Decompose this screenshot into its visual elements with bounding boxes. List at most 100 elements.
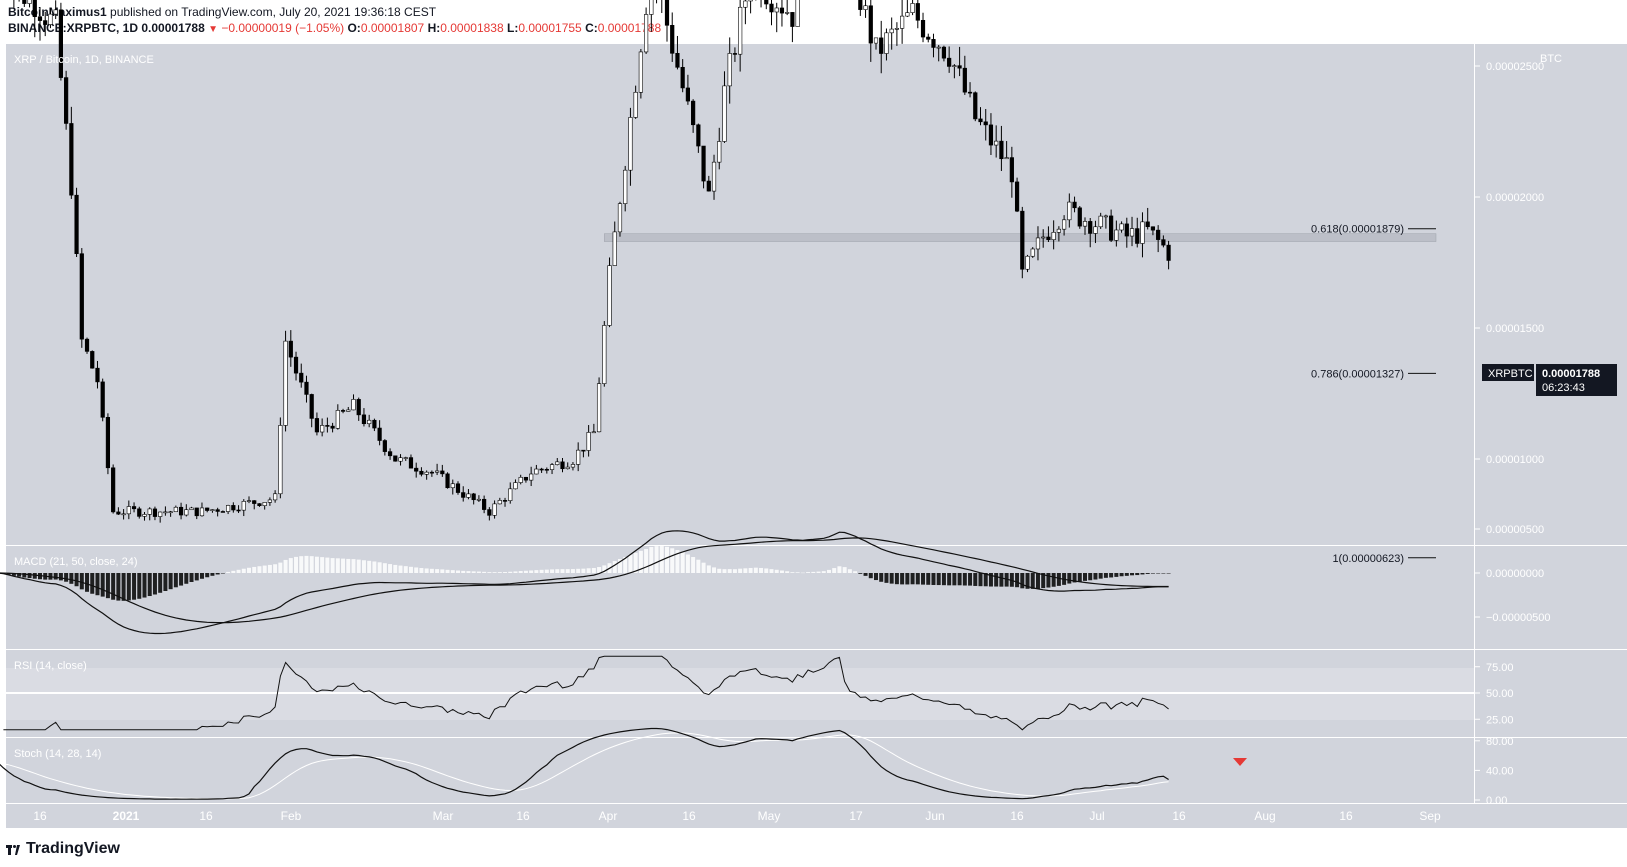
macd-hist-bar: [894, 573, 899, 585]
macd-hist-bar: [53, 573, 58, 580]
candle-body: [570, 464, 576, 468]
candle-body: [670, 25, 675, 54]
candle-body: [461, 492, 466, 498]
candle-body: [105, 417, 111, 469]
candle-body: [795, 0, 800, 27]
macd-hist-bar: [926, 573, 931, 585]
candle-body: [696, 124, 701, 147]
candle-body: [131, 506, 137, 510]
candle-body: [69, 123, 74, 196]
candle-body: [346, 409, 351, 412]
fib-level-label: 0.618(0.00001879): [1311, 224, 1404, 236]
macd-hist-bar: [267, 564, 272, 573]
macd-hist-bar: [957, 573, 962, 586]
macd-hist-bar: [591, 567, 596, 573]
macd-hist-bar: [388, 564, 393, 573]
candle-body: [900, 15, 905, 29]
macd-hist-bar: [612, 561, 617, 573]
candle-body: [1135, 228, 1140, 244]
time-axis-label: 2021: [113, 809, 140, 823]
macd-hist-bar: [173, 573, 178, 588]
macd-hist-bar: [132, 573, 137, 600]
macd-hist-bar: [105, 573, 110, 599]
axis-tick-label: 50.00: [1486, 688, 1514, 700]
time-axis-label: Aug: [1254, 809, 1275, 823]
macd-hist-bar: [377, 562, 382, 573]
fib-retracement[interactable]: 0(0.00003912)0.618(0.00001879)0.786(0.00…: [1311, 0, 1436, 565]
candle-body: [356, 399, 361, 416]
macd-hist-bar: [874, 573, 878, 581]
macd-hist-bar: [1056, 573, 1061, 586]
macd-hist-bar: [341, 558, 346, 573]
candle-body: [440, 470, 445, 475]
candle-body: [565, 466, 570, 470]
candle-body: [220, 511, 225, 513]
macd-hist-bar: [17, 573, 22, 577]
candle-body: [372, 419, 377, 429]
candle-body: [320, 425, 325, 433]
price-badge: 0.00001788: [1542, 368, 1600, 380]
macd-hist-bar: [853, 571, 858, 573]
macd-hist-bar: [497, 572, 502, 573]
macd-hist-bar: [299, 556, 304, 573]
candle-body: [884, 32, 889, 54]
macd-hist-bar: [633, 552, 638, 573]
time-axis[interactable]: 16 2021 16 Feb Mar 16 Apr 16 May 17 Jun 16 Jul 16 Aug 1…: [33, 809, 1441, 823]
macd-hist-bar: [947, 573, 952, 586]
macd-hist-bar: [466, 571, 471, 573]
candle-body: [1119, 223, 1124, 231]
candle-body: [466, 493, 471, 498]
macd-hist-bar: [790, 572, 795, 573]
macd-hist-bar: [320, 557, 325, 573]
candle-body: [387, 451, 393, 457]
candle-body: [617, 203, 623, 233]
candle-body: [978, 118, 983, 123]
candle-body: [1051, 232, 1056, 240]
time-axis-label: May: [758, 809, 781, 823]
symbol-label: BINANCE:XRPBTC, 1D: [8, 21, 139, 35]
candle-body: [863, 5, 868, 10]
candle-body: [502, 500, 508, 502]
candle-body: [936, 46, 941, 49]
macd-hist-bar: [696, 559, 701, 573]
candle-body: [513, 482, 518, 490]
candle-body: [701, 145, 706, 182]
candle-body: [973, 92, 978, 120]
candle-body: [1072, 201, 1077, 209]
macd-hist-bar: [1114, 573, 1119, 577]
macd-hist-bar: [936, 573, 941, 586]
time-axis-label: 16: [1010, 809, 1024, 823]
macd-hist-bar: [691, 557, 696, 573]
candle-body: [711, 161, 717, 192]
stoch-axis[interactable]: 80.00 40.00 0.00: [1475, 736, 1514, 807]
macd-hist-bar: [727, 569, 732, 573]
tradingview-logo[interactable]: TradingView: [6, 840, 120, 858]
price-axis[interactable]: 0.000040000.000035000.000030000.00002500…: [1475, 0, 1544, 466]
price-change: −0.00000019 (−1.05%): [221, 21, 345, 35]
candle-body: [581, 449, 586, 452]
time-axis-label: Mar: [433, 809, 454, 823]
macd-hist-bar: [1020, 573, 1025, 589]
macd-hist-bar: [147, 573, 152, 597]
macd-hist-bar: [142, 573, 147, 598]
macd-hist-bar: [753, 567, 758, 573]
macd-axis[interactable]: 0.00000500 0.00000000 −0.00000500: [1475, 524, 1551, 624]
macd-hist-bar: [220, 573, 225, 574]
rsi-axis[interactable]: 75.00 50.00 25.00: [1475, 662, 1514, 727]
macd-hist-bar: [675, 550, 680, 573]
macd-hist-bar: [602, 565, 607, 573]
macd-hist-bar: [294, 556, 299, 573]
candle-body: [241, 501, 246, 511]
axis-tick-label: 40.00: [1486, 765, 1514, 777]
macd-hist-bar: [764, 568, 769, 573]
macd-hist-bar: [774, 569, 779, 573]
macd-hist-bar: [905, 573, 910, 585]
candle-body: [210, 509, 215, 511]
macd-hist-bar: [184, 573, 189, 584]
candle-body: [764, 0, 769, 5]
candle-body: [361, 414, 367, 425]
macd-hist-bar: [638, 550, 643, 573]
candle-body: [518, 476, 523, 483]
macd-hist-bar: [717, 568, 722, 573]
